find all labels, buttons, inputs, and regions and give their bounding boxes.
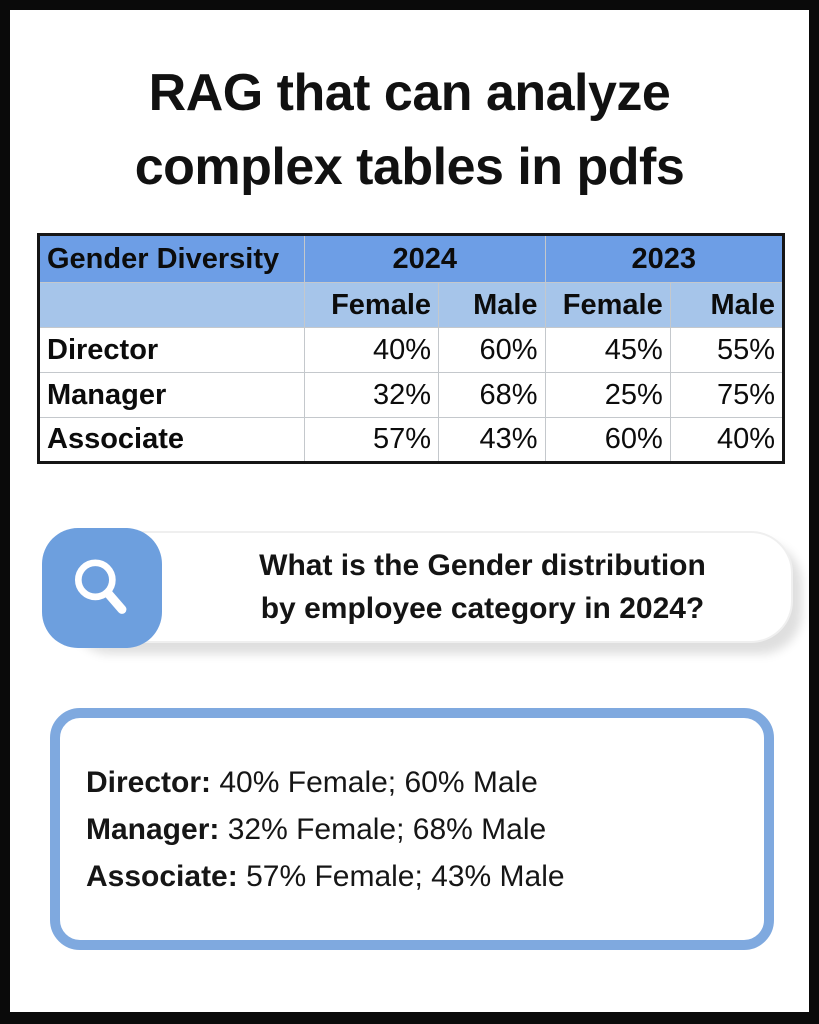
- answer-line-manager: Manager: 32% Female; 68% Male: [86, 806, 764, 853]
- cell-value: 68%: [438, 372, 546, 418]
- answer-text: 32% Female; 68% Male: [227, 812, 547, 846]
- question-line-1: What is the Gender distribution: [259, 549, 706, 582]
- answer-text: 40% Female; 60% Male: [219, 765, 538, 799]
- table-row-manager: Manager 32% 68% 25% 75%: [38, 372, 785, 418]
- table-header-gender-row: Female Male Female Male: [38, 282, 785, 328]
- table-col-header-2023-female: Female: [544, 282, 671, 328]
- table-year-2023-header: 2023: [544, 234, 785, 283]
- cell-value: 60%: [544, 417, 671, 463]
- page-title: RAG that can analyze complex tables in p…: [10, 56, 809, 204]
- table-col-header-2024-female: Female: [303, 282, 440, 328]
- answer-line-associate: Associate: 57% Female; 43% Male: [86, 853, 764, 900]
- table-corner-header: Gender Diversity: [38, 234, 305, 283]
- row-label: Associate: [38, 417, 305, 463]
- cell-value: 43%: [438, 417, 546, 463]
- cell-value: 32%: [303, 372, 440, 418]
- answer-box: Director: 40% Female; 60% Male Manager: …: [50, 708, 774, 950]
- table-header-year-row: Gender Diversity 2024 2023: [38, 234, 785, 283]
- table-row-associate: Associate 57% 43% 60% 40%: [38, 417, 785, 463]
- table-year-2024-header: 2024: [303, 234, 546, 283]
- page-title-line-2: complex tables in pdfs: [134, 138, 685, 196]
- question-line-2: by employee category in 2024?: [260, 592, 705, 625]
- cell-value: 40%: [669, 417, 785, 463]
- gender-diversity-table: Gender Diversity 2024 2023 Female Male F…: [37, 233, 785, 464]
- table-col-header-2023-male: Male: [669, 282, 785, 328]
- cell-value: 75%: [669, 372, 785, 418]
- answer-label: Associate:: [86, 859, 238, 893]
- cell-value: 40%: [303, 327, 440, 373]
- search-icon: [42, 528, 162, 648]
- row-label: Director: [38, 327, 305, 373]
- answer-text: 57% Female; 43% Male: [246, 859, 565, 893]
- page-background: RAG that can analyze complex tables in p…: [10, 10, 809, 1012]
- answer-line-director: Director: 40% Female; 60% Male: [86, 759, 764, 806]
- table-col-header-2024-male: Male: [438, 282, 546, 328]
- page-title-line-1: RAG that can analyze: [148, 64, 671, 122]
- row-label: Manager: [38, 372, 305, 418]
- answer-label: Director:: [86, 765, 212, 799]
- table-corner-empty: [38, 282, 305, 328]
- cell-value: 25%: [544, 372, 671, 418]
- cell-value: 45%: [544, 327, 671, 373]
- answer-label: Manager:: [86, 812, 220, 846]
- cell-value: 57%: [303, 417, 440, 463]
- table-row-director: Director 40% 60% 45% 55%: [38, 327, 785, 373]
- cell-value: 55%: [669, 327, 785, 373]
- question-pill: What is the Gender distribution by emplo…: [60, 531, 793, 643]
- cell-value: 60%: [438, 327, 546, 373]
